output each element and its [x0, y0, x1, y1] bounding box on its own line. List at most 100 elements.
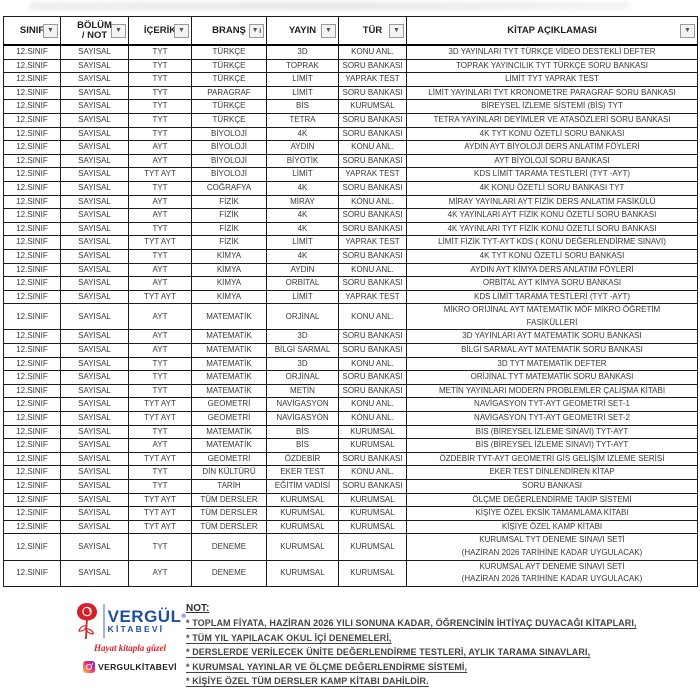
- cell-sinif: 12.SINIF: [3, 397, 61, 413]
- cell-brans: GEOMETRİ: [191, 411, 267, 426]
- filter-sorted-dropdown-icon[interactable]: ▼ ı: [249, 23, 264, 38]
- cell-icerik: AYT: [128, 303, 192, 331]
- cell-brans: KİMYA: [191, 276, 267, 291]
- cell-kitap-aciklamasi: KİŞİYE ÖZEL EKSİK TAMAMLAMA KİTABI: [406, 506, 698, 521]
- cell-yayin: EĞİTİM VADİSİ: [266, 479, 339, 494]
- cell-brans: TÜM DERSLER: [191, 506, 267, 521]
- column-header-brans: BRANŞ ▼ ı: [191, 16, 267, 46]
- cell-yayin: 4K: [266, 126, 339, 142]
- filter-dropdown-icon[interactable]: ▼: [111, 23, 126, 38]
- cell-tur: SORU BANKASI: [338, 479, 407, 494]
- cell-brans: MATEMATİK: [191, 424, 267, 440]
- cell-kitap-aciklamasi: TOPRAK YAYINCILIK TYT TÜRKÇE SORU BANKAS…: [406, 58, 698, 74]
- cell-bolum-not: SAYISAL: [60, 519, 129, 535]
- cell-sinif: 12.SINIF: [3, 451, 61, 467]
- filter-dropdown-icon[interactable]: ▼: [389, 23, 404, 38]
- cell-sinif: 12.SINIF: [3, 58, 61, 74]
- cell-yayin: EKER TEST: [266, 465, 339, 480]
- cell-tur: KONU ANL.: [338, 140, 407, 155]
- cell-yayin: 4K: [266, 248, 339, 264]
- table-row: 12.SINIF SAYISAL AYT KİMYA AYDIN KONU ANL. AYD…: [3, 262, 698, 278]
- cell-sinif: 12.SINIF: [3, 356, 61, 372]
- cell-icerik: TYT: [128, 533, 192, 561]
- cell-yayin: LİMİT: [266, 289, 339, 305]
- cell-kitap-aciklamasi: NAVİGASYON TYT-AYT GEOMETRİ SET-2: [406, 411, 698, 426]
- cell-sinif: 12.SINIF: [3, 140, 61, 155]
- cell-sinif: 12.SINIF: [3, 235, 61, 250]
- instagram-row[interactable]: VERGULKİTABEVİ: [70, 661, 190, 673]
- cell-bolum-not: SAYISAL: [60, 343, 129, 358]
- cell-icerik: TYT: [128, 58, 192, 74]
- cell-sinif: 12.SINIF: [3, 126, 61, 142]
- scan-artifact: [30, 2, 630, 10]
- column-header-kitap-aciklamasi: KİTAP AÇIKLAMASI ▼: [406, 16, 698, 46]
- cell-brans: FİZİK: [191, 194, 267, 210]
- cell-tur: SORU BANKASI: [338, 180, 407, 196]
- cell-yayin: BİLGİ SARMAL: [266, 343, 339, 358]
- cell-brans: TÜRKÇE: [191, 99, 267, 114]
- cell-bolum-not: SAYISAL: [60, 506, 129, 521]
- brand-tagline: Hayat kitapla güzel: [94, 643, 166, 653]
- cell-bolum-not: SAYISAL: [60, 221, 129, 237]
- cell-yayin: KURUMSAL: [266, 559, 339, 587]
- cell-sinif: 12.SINIF: [3, 44, 61, 60]
- table-row: 12.SINIF SAYISAL TYT DENEME KURUMSAL KURUMSAL…: [3, 533, 698, 561]
- cell-bolum-not: SAYISAL: [60, 397, 129, 413]
- cell-sinif: 12.SINIF: [3, 276, 61, 291]
- cell-icerik: TYT: [128, 112, 192, 128]
- filter-dropdown-icon[interactable]: ▼: [43, 23, 58, 38]
- cell-sinif: 12.SINIF: [3, 343, 61, 358]
- cell-kitap-aciklamasi: 3D YAYINLARI TYT TÜRKÇE VİDEO DESTEKLİ D…: [406, 44, 698, 60]
- cell-sinif: 12.SINIF: [3, 533, 61, 561]
- cell-yayin: LİMİT: [266, 85, 339, 101]
- cell-kitap-aciklamasi: KURUMSAL AYT DENEME SINAVI SETİ (HAZİRAN…: [406, 559, 698, 587]
- cell-yayin: ORJİNAL: [266, 303, 339, 331]
- cell-brans: TÜRKÇE: [191, 44, 267, 60]
- note-item: * DERSLERDE VERİLECEK ÜNİTE DEĞERLENDİRM…: [186, 647, 591, 657]
- cell-tur: SORU BANKASI: [338, 383, 407, 399]
- cell-yayin: AYDIN: [266, 262, 339, 278]
- filter-dropdown-icon[interactable]: ▼: [321, 23, 336, 38]
- cell-tur: KURUMSAL: [338, 99, 407, 114]
- cell-tur: SORU BANKASI: [338, 85, 407, 101]
- column-header-yayin: YAYIN ▼: [266, 16, 339, 46]
- cell-tur: KURUMSAL: [338, 519, 407, 535]
- cell-icerik: TYT AYT: [128, 167, 192, 182]
- cell-kitap-aciklamasi: KDS LİMİT TARAMA TESTLERİ (TYT -AYT): [406, 167, 698, 182]
- cell-kitap-aciklamasi: AYDIN AYT BİYOLOJİ DERS ANLATIM FÖYLERİ: [406, 140, 698, 155]
- cell-yayin: 3D: [266, 356, 339, 372]
- instagram-icon[interactable]: [83, 661, 96, 673]
- cell-kitap-aciklamasi: 4K KONU ÖZETLİ SORU BANKASI TYT: [406, 180, 698, 196]
- column-header-sinif: SINIF ▼: [3, 16, 61, 46]
- cell-brans: MATEMATİK: [191, 370, 267, 385]
- cell-kitap-aciklamasi: ÖZDEBİR TYT-AYT GEOMETRİ GİS GELİŞİM İZL…: [406, 451, 698, 467]
- cell-kitap-aciklamasi: 3D TYT MATEMATİK DEFTER: [406, 356, 698, 372]
- table-row: 12.SINIF SAYISAL AYT MATEMATİK 3D SORU BANKAS…: [3, 329, 698, 345]
- instagram-handle: VERGULKİTABEVİ: [98, 662, 177, 672]
- cell-kitap-aciklamasi: ORİJİNAL TYT MATEMATİK SORU BANKASI: [406, 370, 698, 385]
- cell-sinif: 12.SINIF: [3, 411, 61, 426]
- filter-dropdown-icon[interactable]: ▼: [680, 23, 695, 38]
- cell-bolum-not: SAYISAL: [60, 492, 129, 508]
- cell-bolum-not: SAYISAL: [60, 262, 129, 278]
- cell-brans: MATEMATİK: [191, 303, 267, 331]
- filter-dropdown-icon[interactable]: ▼: [174, 23, 189, 38]
- table-row: 12.SINIF SAYISAL TYT DİN KÜLTÜRÜ EKER TEST KO…: [3, 465, 698, 480]
- cell-icerik: AYT: [128, 153, 192, 169]
- cell-sinif: 12.SINIF: [3, 465, 61, 480]
- cell-kitap-aciklamasi: AYDIN AYT KİMYA DERS ANLATIM FÖYLERİ: [406, 262, 698, 278]
- cell-icerik: TYT: [128, 221, 192, 237]
- cell-icerik: TYT AYT: [128, 506, 192, 521]
- cell-yayin: LİMİT: [266, 235, 339, 250]
- cell-brans: FİZİK: [191, 235, 267, 250]
- cell-sinif: 12.SINIF: [3, 329, 61, 345]
- cell-brans: TÜM DERSLER: [191, 492, 267, 508]
- cell-yayin: KURUMSAL: [266, 519, 339, 535]
- column-header-label: İÇERİK: [143, 24, 177, 36]
- cell-kitap-aciklamasi: 4K TYT KONU ÖZETLİ SORU BANKASI: [406, 126, 698, 142]
- cell-brans: TÜRKÇE: [191, 72, 267, 87]
- cell-kitap-aciklamasi: LİMİT TYT YAPRAK TEST: [406, 72, 698, 87]
- cell-brans: FİZİK: [191, 208, 267, 223]
- cell-tur: YAPRAK TEST: [338, 289, 407, 305]
